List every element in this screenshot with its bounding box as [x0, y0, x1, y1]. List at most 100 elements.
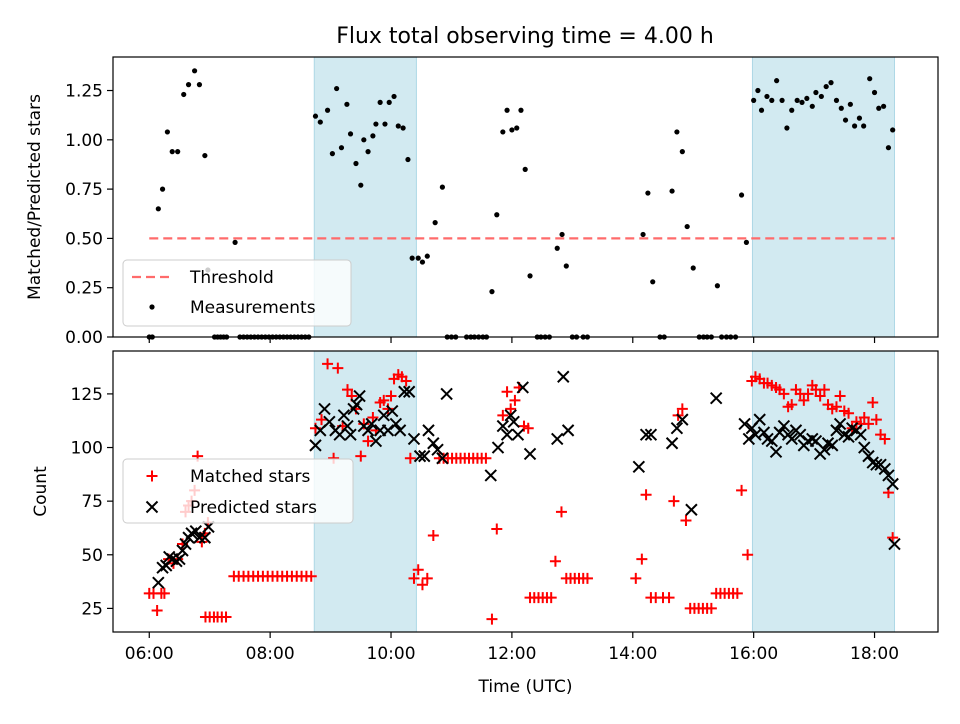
measurement-point	[489, 289, 495, 295]
matched-point	[858, 411, 870, 423]
predicted-point	[427, 437, 440, 450]
measurement-point	[885, 145, 892, 151]
measurement-point	[370, 133, 376, 139]
measurement-point	[743, 239, 750, 245]
measurement-point	[338, 145, 345, 151]
matched-point	[555, 506, 567, 518]
matched-point	[731, 587, 743, 599]
matched-point	[491, 523, 503, 535]
matched-point	[505, 403, 517, 415]
measurement-point	[640, 231, 646, 238]
y-tick-label: 75	[81, 492, 103, 512]
measurement-point	[809, 103, 815, 109]
y-tick-label: 25	[81, 599, 103, 619]
predicted-point	[676, 413, 689, 426]
measurement-point	[738, 192, 745, 198]
predicted-point	[369, 434, 383, 448]
matched-point	[151, 605, 163, 617]
measurement-point	[377, 99, 383, 105]
matched-point	[486, 613, 498, 625]
measurement-point	[344, 101, 350, 107]
measurement-point	[818, 93, 824, 100]
y-axis-label: Matched/Predicted stars	[25, 94, 45, 300]
legend-matched-swatch	[146, 470, 158, 482]
predicted-point	[742, 432, 756, 446]
measurement-point	[373, 121, 379, 127]
predicted-point	[323, 415, 336, 428]
predicted-point	[344, 428, 357, 441]
shaded-window	[751, 350, 895, 633]
measurement-point	[347, 131, 354, 137]
measurement-point	[856, 115, 863, 121]
measurement-point	[645, 190, 651, 196]
x-tick-label: 06:00	[125, 644, 174, 664]
predicted-point	[632, 460, 646, 474]
measurement-point	[794, 97, 800, 103]
legend-box	[122, 458, 354, 524]
measurement-point	[714, 283, 720, 289]
matched-point	[630, 572, 642, 584]
predicted-point	[886, 477, 899, 491]
measurement-point	[159, 186, 166, 192]
legend-measurements-label: Measurements	[190, 298, 316, 318]
measurement-point	[358, 182, 364, 188]
matched-point	[668, 495, 680, 507]
predicted-point	[639, 428, 653, 441]
measurement-point	[789, 107, 795, 113]
matched-point	[818, 384, 830, 396]
matched-point	[870, 414, 882, 426]
measurement-point	[386, 99, 392, 105]
predicted-point	[173, 552, 186, 566]
predicted-point	[753, 413, 766, 426]
predicted-point	[418, 449, 431, 463]
measurement-point	[191, 68, 198, 74]
measurement-point	[650, 279, 656, 285]
measurement-point	[202, 152, 208, 159]
matched-point	[408, 572, 420, 584]
measurement-point	[409, 255, 415, 261]
matched-point	[316, 414, 328, 426]
predicted-point	[398, 385, 411, 398]
measurement-point	[823, 83, 829, 90]
predicted-point	[436, 452, 449, 465]
measurement-point	[504, 107, 510, 113]
matched-point	[358, 418, 370, 430]
series-measurements	[146, 68, 896, 340]
predicted-point	[551, 432, 564, 446]
predicted-point	[826, 439, 839, 452]
measurement-point	[382, 121, 388, 127]
matched-point	[382, 403, 394, 415]
predicted-point	[402, 385, 416, 398]
legend-bottom: Matched stars Predicted stars	[122, 458, 354, 524]
predicted-point	[833, 417, 847, 431]
measurement-point	[400, 125, 406, 131]
measurement-point	[424, 253, 430, 259]
measurement-point	[871, 89, 878, 96]
y-tick-label: 1.00	[65, 131, 103, 151]
bottom-panel: 25 50 75 100 125 06:00 08:00 10:00 12:00 14:00 16:…	[31, 350, 939, 697]
measurement-point	[690, 265, 696, 271]
predicted-point	[491, 441, 505, 454]
series-predicted-stars	[152, 370, 901, 589]
measurement-point	[522, 166, 528, 172]
legend-predicted-swatch	[145, 500, 159, 514]
x-axis-label: Time (UTC)	[478, 677, 573, 697]
matched-point	[742, 549, 754, 561]
legend-measurements-swatch	[149, 304, 155, 310]
x-tick-label: 12:00	[487, 644, 536, 664]
matched-point	[427, 529, 439, 541]
measurement-point	[185, 82, 192, 88]
predicted-point	[665, 437, 679, 450]
y-axis-label: Count	[31, 466, 51, 517]
measurement-point	[419, 259, 426, 265]
matched-point	[636, 553, 648, 565]
measurement-point	[669, 188, 675, 194]
legend-matched-label: Matched stars	[190, 467, 310, 487]
predicted-point	[854, 428, 867, 441]
matched-point	[843, 407, 855, 419]
measurement-point	[415, 255, 421, 261]
predicted-point	[561, 424, 575, 437]
predicted-point	[353, 389, 366, 403]
predicted-point	[341, 419, 354, 433]
